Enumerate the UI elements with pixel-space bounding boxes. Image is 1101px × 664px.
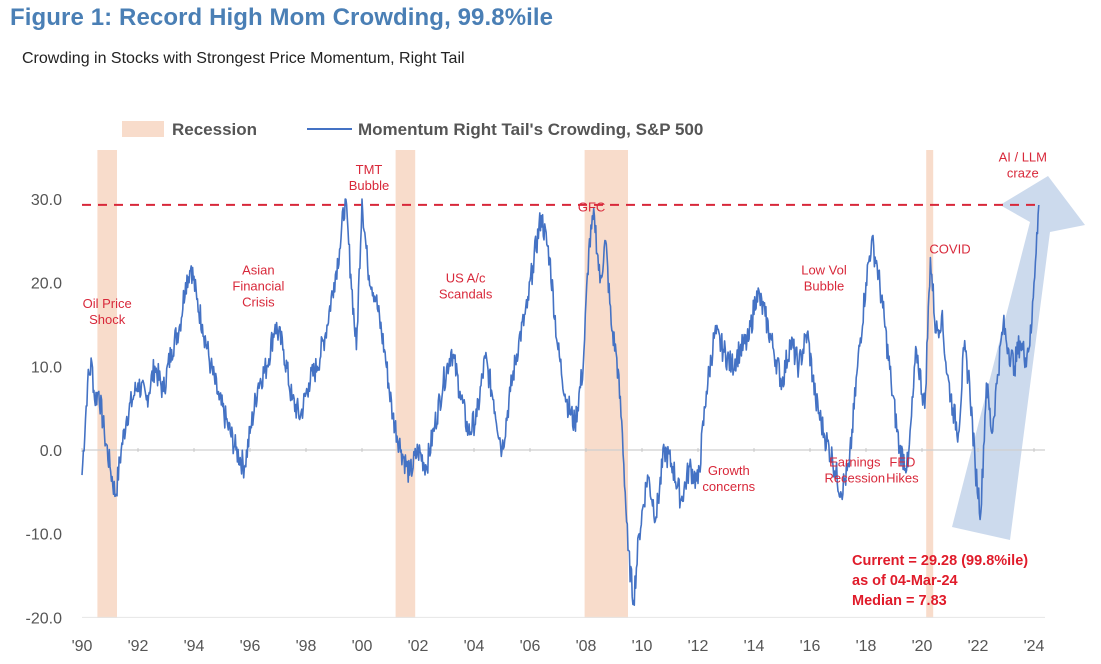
x-tick-label: '22 xyxy=(968,638,989,655)
y-tick-label: -10.0 xyxy=(26,527,63,544)
stats-box: Current = 29.28 (99.8%ile) as of 04-Mar-… xyxy=(852,553,1028,609)
annotation-line: Recession xyxy=(824,471,885,486)
x-tick-label: '06 xyxy=(520,638,541,655)
y-tick-label: 10.0 xyxy=(31,359,62,376)
annotation-label: Earnings Recession xyxy=(824,455,885,486)
ai-llm-arrow xyxy=(952,176,1085,540)
legend-series-label: Momentum Right Tail's Crowding, S&P 500 xyxy=(358,120,703,139)
x-tick-label: '90 xyxy=(72,638,93,655)
stat-as-of: as of 04-Mar-24 xyxy=(852,573,958,589)
series-line xyxy=(81,198,1040,607)
x-tick-label: '12 xyxy=(688,638,709,655)
x-tick-label: '00 xyxy=(352,638,373,655)
legend-recession-label: Recession xyxy=(172,120,257,139)
annotation-line: US A/c xyxy=(446,271,486,286)
annotation-line: Low Vol xyxy=(801,262,847,277)
annotation-line: Oil Price xyxy=(83,296,132,311)
y-axis: 30.0 20.0 10.0 0.0 -10.0 -20.0 xyxy=(26,192,63,627)
annotation-label: Oil Price Shock xyxy=(83,296,132,327)
annotation-line: Earnings xyxy=(829,455,881,470)
annotation-line: craze xyxy=(1007,165,1039,180)
x-tick-label: '20 xyxy=(912,638,933,655)
annotation-line: TMT xyxy=(356,162,383,177)
annotation-line: Financial xyxy=(232,278,284,293)
x-tick-label: '96 xyxy=(240,638,261,655)
annotation-line: Bubble xyxy=(349,178,389,193)
annotation-line: Scandals xyxy=(439,287,493,302)
x-tick-label: '04 xyxy=(464,638,485,655)
annotation-label: Asian Financial Crisis xyxy=(232,262,284,309)
x-tick-label: '94 xyxy=(184,638,205,655)
recession-band xyxy=(584,150,628,618)
y-tick-label: 0.0 xyxy=(40,443,62,460)
annotation-line: Asian xyxy=(242,262,275,277)
arrow-shape xyxy=(952,176,1085,540)
x-tick-label: '10 xyxy=(632,638,653,655)
series-lines xyxy=(81,198,1040,607)
annotation-line: FED xyxy=(889,455,915,470)
annotation-line: Crisis xyxy=(242,294,275,309)
annotation-label: FED Hikes xyxy=(886,455,919,486)
annotation-label: Growth concerns xyxy=(702,463,755,494)
recession-band xyxy=(97,150,117,618)
legend: Recession Momentum Right Tail's Crowding… xyxy=(122,120,703,139)
x-tick-label: '92 xyxy=(128,638,149,655)
x-tick-label: '24 xyxy=(1024,638,1045,655)
stat-current: Current = 29.28 (99.8%ile) xyxy=(852,553,1028,569)
x-tick-label: '02 xyxy=(408,638,429,655)
annotation-label: COVID xyxy=(929,241,970,256)
annotation-label: AI / LLM craze xyxy=(999,149,1047,180)
annotation-line: Bubble xyxy=(804,278,844,293)
annotation-label: Low Vol Bubble xyxy=(801,262,847,293)
annotation-line: Shock xyxy=(89,312,126,327)
annotation-line: Growth xyxy=(708,463,750,478)
x-axis: '90 '92 '94 '96 '98 '00 '02 '04 '06 '08 '10 '12 '14 '… xyxy=(72,448,1045,655)
annotation-line: COVID xyxy=(929,241,970,256)
y-tick-label: 20.0 xyxy=(31,276,62,293)
annotation-line: Hikes xyxy=(886,471,919,486)
annotation-label: TMT Bubble xyxy=(349,162,389,193)
annotation-label: GFC xyxy=(578,200,605,215)
x-tick-label: '08 xyxy=(576,638,597,655)
x-tick-label: '98 xyxy=(296,638,317,655)
annotation-line: concerns xyxy=(702,479,755,494)
recession-band xyxy=(926,150,934,618)
x-tick-label: '14 xyxy=(744,638,765,655)
figure-subtitle: Crowding in Stocks with Strongest Price … xyxy=(22,50,465,67)
annotation-line: AI / LLM xyxy=(999,149,1047,164)
recession-band xyxy=(395,150,416,618)
annotation-label: US A/c Scandals xyxy=(439,271,493,302)
x-tick-label: '16 xyxy=(800,638,821,655)
y-tick-label: 30.0 xyxy=(31,192,62,209)
figure-title: Figure 1: Record High Mom Crowding, 99.8… xyxy=(10,4,554,31)
x-tick-label: '18 xyxy=(856,638,877,655)
recession-bands xyxy=(97,150,934,618)
legend-recession-swatch xyxy=(122,121,164,137)
y-tick-label: -20.0 xyxy=(26,610,63,627)
annotation-line: GFC xyxy=(578,200,605,215)
stat-median: Median = 7.83 xyxy=(852,593,947,609)
